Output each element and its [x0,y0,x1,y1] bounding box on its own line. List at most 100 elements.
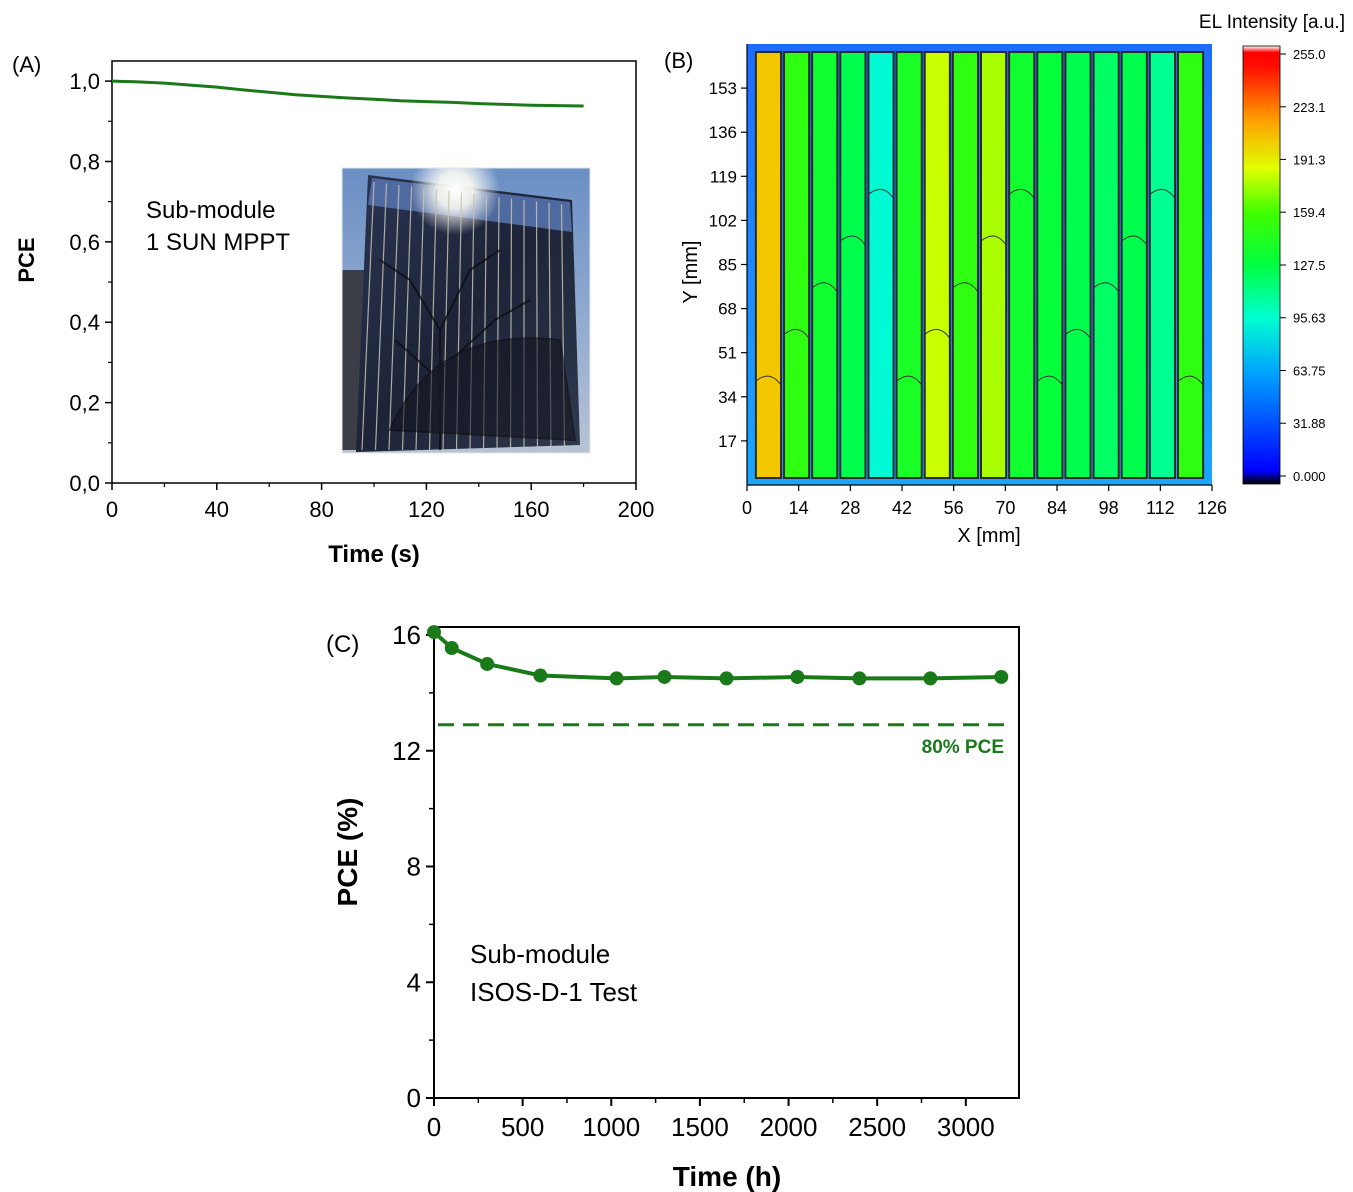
x-tick-label-c: 3000 [937,1112,995,1142]
y-axis-label-b: Y [mm] [680,241,702,304]
heatmap-strip [754,51,783,479]
colorbar-ticks: 255.0 223.1 191.3 159.4 127.5 95.63 63.75 31.88… [1280,47,1326,484]
contour-line [1065,328,1091,339]
annotation-c-line2: ISOS-D-1 Test [470,977,638,1007]
y-tick-label-b: 51 [718,344,737,363]
y-tick-label-a: 0,2 [69,391,100,416]
y-tick-label-a: 0,0 [69,471,100,496]
heatmap-strip [1008,51,1036,479]
x-tick-label-a: 0 [106,497,118,522]
heatmap-strip [895,51,923,479]
series-line-a [111,79,584,108]
x-tick-label-c: 500 [501,1112,544,1142]
y-tick-label-c: 8 [407,852,421,882]
colorbar-tick-label: 127.5 [1293,258,1326,273]
colorbar-tick-label: 31.88 [1293,416,1326,431]
heatmap-strip [1064,51,1092,479]
x-tick-label-b: 42 [892,498,912,518]
heatmap-strip [1036,51,1064,479]
data-point-c [852,671,867,686]
x-axis-label-a: Time (s) [328,541,420,568]
y-tick-label-b: 153 [709,79,737,98]
heatmap-strip [1120,51,1148,479]
panel-c: (C) 0 500 1000 1500 2000 2500 3000 0 4 8 12 16 PCE … [326,620,1020,1192]
x-axis-label-c: Time (h) [673,1161,781,1192]
heatmap-strip [1092,51,1120,479]
heatmap-strip [839,51,867,479]
contour-line [896,375,923,386]
y-tick-label-c: 0 [407,1083,421,1113]
y-tick-label-b: 102 [709,211,737,230]
y-tick-label-b: 68 [718,300,737,319]
series-points-c [427,625,1009,686]
y-tick-label-a: 0,6 [69,230,100,255]
axes-c: 0 500 1000 1500 2000 2500 3000 0 4 8 12 16 [392,620,995,1142]
y-tick-label-c: 12 [392,736,421,766]
colorbar-title: EL Intensity [a.u.] [1199,12,1345,33]
x-axis-label-b: X [mm] [957,525,1020,547]
contour-line [1036,375,1063,386]
contour-line [868,188,894,199]
heatmap-strip [951,51,979,479]
heatmap-strip [811,51,839,479]
colorbar-tick-label: 0.000 [1293,469,1326,484]
y-tick-label-b: 85 [718,256,737,275]
y-tick-label-b: 34 [718,388,737,407]
contour-line [924,328,951,339]
x-tick-label-b: 98 [1099,498,1119,518]
x-tick-label-c: 1000 [582,1112,640,1142]
y-tick-label-c: 4 [407,967,421,997]
heatmap-strip [783,51,811,479]
y-axis-label-c: PCE (%) [332,798,363,907]
x-tick-label-b: 126 [1197,498,1227,518]
inset-photo [341,145,591,454]
x-tick-label-c: 2500 [848,1112,906,1142]
data-point-c [444,641,459,656]
panel-label-b: (B) [664,48,693,73]
heatmap-strips [754,51,1205,479]
x-tick-label-b: 84 [1047,498,1067,518]
colorbar-tick-label: 223.1 [1293,100,1326,115]
axes-a: 0 40 80 120 160 200 0,0 0,2 0,4 0,6 0,8 1,0 [69,69,654,522]
data-point-c [609,671,624,686]
contour-line [980,235,1007,246]
data-point-c [790,669,805,684]
plot-frame-c [433,626,1020,1099]
data-point-c [427,625,441,640]
data-point-c [657,669,672,684]
heatmap-strip [1148,51,1176,479]
annotation-a-line1: Sub-module [146,197,275,224]
heatmap-strip [867,51,895,479]
x-tick-label-a: 120 [408,497,445,522]
data-point-c [719,671,734,686]
panel-b: (B) 0 14 28 42 56 70 84 98 112 126 17 34 51 68 85 102 11… [664,12,1345,547]
contour-line [952,282,979,293]
reference-line-label: 80% PCE [922,737,1004,758]
annotation-a-line2: 1 SUN MPPT [146,229,290,256]
contour-line [839,235,866,246]
heatmap-strip [923,51,951,479]
colorbar-tick-label: 255.0 [1293,47,1326,62]
x-tick-label-b: 112 [1146,498,1175,518]
panel-a: (A) 0 40 80 120 160 200 0,0 0,2 0,4 0,6 0,8 1,0 PCE… [12,52,654,568]
contour-line [1149,188,1176,199]
x-tick-label-a: 200 [618,497,655,522]
x-tick-label-c: 1500 [671,1112,729,1142]
contour-line [783,328,810,339]
x-tick-label-a: 80 [309,497,333,522]
data-point-c [994,669,1009,684]
contour-line [1093,282,1120,293]
y-tick-label-a: 1,0 [69,69,100,94]
panel-label-c: (C) [326,631,359,658]
x-tick-label-b: 56 [944,498,964,518]
y-tick-label-c: 16 [392,620,421,650]
y-tick-label-a: 0,8 [69,149,100,174]
contour-line [811,282,838,293]
x-tick-label-a: 160 [513,497,550,522]
colorbar [1242,45,1281,485]
colorbar-tick-label: 159.4 [1293,205,1326,220]
y-axis-label-a: PCE [14,237,39,282]
x-tick-label-b: 28 [840,498,860,518]
x-tick-label-b: 70 [995,498,1015,518]
data-point-c [480,656,495,671]
